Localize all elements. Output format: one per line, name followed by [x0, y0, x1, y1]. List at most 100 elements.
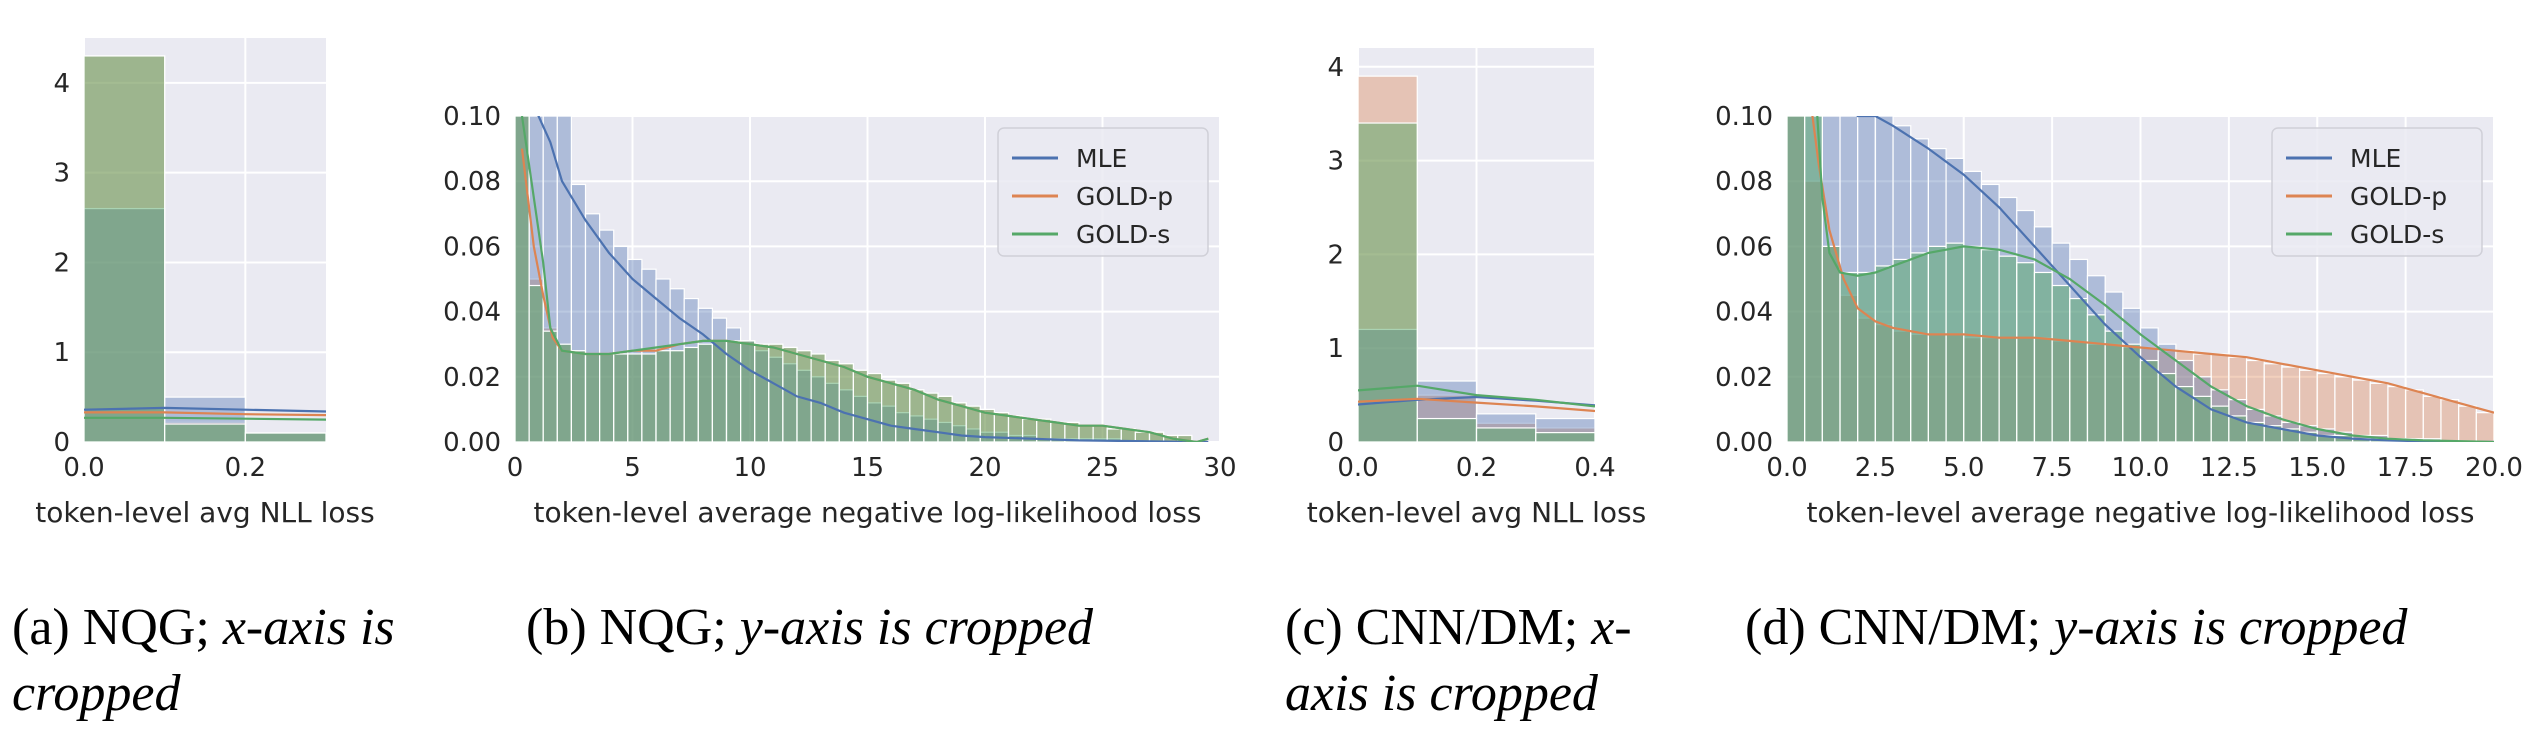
hist-bar-d-GOLD-s-20	[2139, 359, 2159, 442]
hist-bar-b-GOLD-s-4	[570, 350, 587, 442]
hist-bar-d-GOLD-s-11	[1980, 249, 2000, 442]
plot-marks-a	[84, 55, 326, 442]
hist-bar-d-GOLD-p-32	[2352, 379, 2371, 442]
x-tick-label-a-1: 0.2	[225, 453, 266, 483]
x-tick-label-d-8: 20.0	[2465, 453, 2523, 483]
hist-bar-d-GOLD-s-4	[1857, 271, 1876, 442]
plot-marks-b	[515, 116, 1209, 442]
hist-bar-d-GOLD-s-8	[1927, 245, 1947, 442]
caption-d-label: (d) CNN/DM;	[1745, 599, 2042, 656]
kde-line-b-MLE	[537, 116, 1209, 442]
hist-bar-d-GOLD-p-33	[2369, 382, 2389, 442]
hist-bar-d-GOLD-s-2	[1821, 245, 1841, 442]
y-tick-label-d-3: 0.06	[1715, 232, 1773, 262]
legend-label-d-1: GOLD-p	[2350, 182, 2447, 211]
x-tick-label-b-6: 30	[1203, 453, 1236, 483]
hist-bar-d-GOLD-s-15	[2051, 284, 2071, 442]
x-axis-label-b: token-level average negative log-likelih…	[534, 496, 1202, 529]
kde-line-d-GOLD-s	[1816, 116, 2494, 442]
hist-bar-b-GOLD-s-0	[515, 116, 530, 442]
hist-bar-b-GOLD-s-9	[641, 353, 657, 442]
hist-bar-b-GOLD-s-6	[598, 353, 615, 442]
hist-bar-b-GOLD-s-1	[528, 284, 544, 442]
hist-bar-b-GOLD-s-21	[810, 353, 826, 442]
caption-b-italic: y-axis is cropped	[739, 599, 1094, 656]
hist-bar-c-GOLD-s-0	[1358, 122, 1418, 442]
y-tick-label-d-1: 0.02	[1715, 363, 1773, 393]
hist-bar-d-GOLD-s-7	[1910, 252, 1929, 442]
y-tick-label-b-1: 0.02	[443, 363, 501, 393]
legend-label-d-2: GOLD-s	[2350, 220, 2444, 249]
hist-bar-d-GOLD-s-5	[1874, 265, 1894, 442]
chart-c: 0.0 0.2 0.4 0 1 2 3 4 token-level avg NLL loss	[1307, 48, 1646, 529]
y-tick-label-b-2: 0.04	[443, 298, 501, 328]
hist-bar-a-GOLD-s-0	[84, 55, 166, 442]
hist-bar-b-GOLD-s-8	[627, 353, 643, 442]
hist-bar-d-GOLD-s-0	[1787, 116, 1806, 442]
x-tick-label-b-1: 5	[624, 453, 641, 483]
hist-bar-b-GOLD-s-13	[697, 343, 713, 442]
hist-bar-c-GOLD-s-3	[1535, 432, 1595, 442]
x-axis-label-c: token-level avg NLL loss	[1307, 496, 1646, 529]
hist-bar-b-GOLD-s-3	[556, 343, 572, 442]
hist-bar-b-GOLD-s-23	[838, 363, 854, 442]
hist-bar-d-GOLD-s-6	[1892, 258, 1912, 442]
hist-bar-d-GOLD-s-14	[2033, 271, 2053, 442]
x-tick-label-b-2: 10	[733, 453, 766, 483]
hist-bar-d-GOLD-s-16	[2069, 297, 2089, 442]
plot-marks-d	[1787, 116, 2494, 442]
y-tick-label-a-4: 4	[53, 69, 70, 99]
y-tick-label-a-0: 0	[53, 428, 70, 458]
hist-bar-c-GOLD-s-2	[1475, 427, 1537, 442]
hist-bar-d-GOLD-s-18	[2104, 330, 2124, 442]
plot-marks-c	[1358, 75, 1595, 442]
caption-c-label: (c) CNN/DM;	[1285, 599, 1579, 656]
hist-bar-a-GOLD-s-2	[244, 432, 326, 442]
hist-bar-d-GOLD-p-37	[2440, 399, 2460, 442]
kde-line-a-MLE	[84, 406, 326, 413]
hist-bar-d-GOLD-s-12	[1998, 255, 2018, 442]
hist-bar-d-GOLD-s-3	[1839, 271, 1859, 442]
hist-bar-b-GOLD-s-5	[584, 353, 601, 442]
x-tick-label-d-4: 10.0	[2112, 453, 2170, 483]
legend-label-b-2: GOLD-s	[1076, 220, 1170, 249]
y-tick-label-d-0: 0.00	[1715, 428, 1773, 458]
hist-bar-b-GOLD-s-10	[655, 350, 671, 442]
x-tick-label-d-5: 12.5	[2200, 453, 2258, 483]
hist-bar-b-GOLD-s-25	[866, 372, 883, 442]
caption-a-label: (a) NQG;	[12, 599, 210, 656]
hist-bar-b-GOLD-s-28	[909, 389, 925, 442]
caption-d-italic: y-axis is cropped	[2054, 599, 2408, 656]
y-tick-label-b-3: 0.06	[443, 232, 501, 262]
x-axis-label-d: token-level average negative log-likelih…	[1807, 496, 2475, 529]
hist-bar-b-GOLD-s-27	[895, 382, 911, 442]
hist-bar-d-GOLD-p-36	[2422, 395, 2442, 442]
x-tick-label-d-2: 5.0	[1943, 453, 1984, 483]
y-tick-label-c-4: 4	[1327, 53, 1344, 83]
chart-a: 0.0 0.2 0 1 2 3 4 token-level avg NLL loss	[35, 38, 375, 529]
y-tick-label-c-3: 3	[1327, 147, 1344, 177]
y-tick-label-a-1: 1	[53, 338, 70, 368]
x-tick-label-d-7: 17.5	[2377, 453, 2435, 483]
caption-c-italic: x-axis is cropped	[1285, 599, 1632, 722]
x-tick-label-d-1: 2.5	[1855, 453, 1896, 483]
x-tick-label-d-3: 7.5	[2031, 453, 2072, 483]
caption-a-italic: x-axis is cropped	[12, 599, 395, 722]
hist-bar-b-GOLD-s-22	[824, 359, 840, 442]
legend-box-d	[2271, 127, 2483, 257]
kde-line-a-GOLD-s	[84, 416, 326, 421]
hist-bar-b-GOLD-s-26	[880, 379, 897, 442]
hist-bar-d-GOLD-s-9	[1945, 242, 1965, 442]
x-tick-label-c-2: 0.4	[1574, 453, 1615, 483]
kde-line-c-GOLD-p	[1358, 397, 1595, 413]
hist-bar-b-GOLD-s-2	[542, 330, 558, 442]
hist-bar-b-GOLD-s-29	[923, 392, 939, 442]
hist-bar-d-GOLD-s-22	[2175, 385, 2195, 442]
caption-c: (c) CNN/DM; x-axis is cropped	[1285, 595, 1705, 727]
x-tick-label-d-0: 0.0	[1766, 453, 1807, 483]
y-tick-label-c-2: 2	[1327, 240, 1344, 270]
y-tick-label-a-3: 3	[53, 159, 70, 189]
x-tick-label-b-4: 20	[968, 453, 1001, 483]
kde-line-b-GOLD-s	[520, 116, 1209, 442]
